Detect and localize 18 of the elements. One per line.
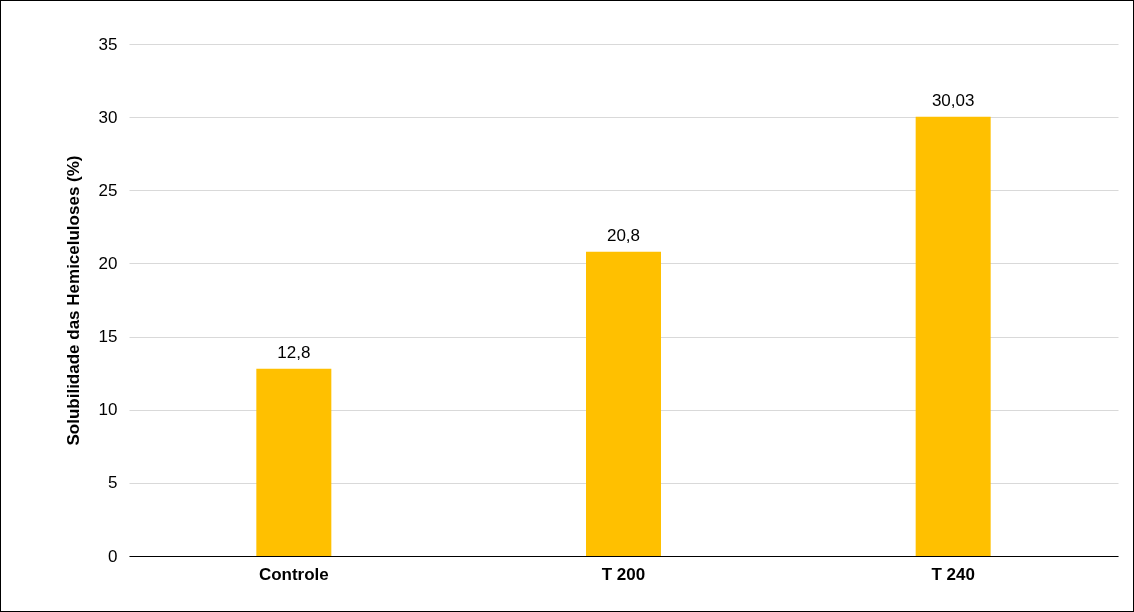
- y-tick-label: 25: [98, 180, 118, 200]
- data-label: 20,8: [606, 225, 641, 245]
- data-label: 30,03: [931, 90, 975, 110]
- data-label: 12,8: [277, 342, 311, 362]
- x-tick-label: Controle: [258, 564, 329, 584]
- bar: [586, 251, 661, 556]
- y-tick-label: 10: [98, 400, 118, 420]
- y-tick-label: 35: [98, 34, 118, 54]
- y-axis-title: Solubilidade das Hemiceluloses (%): [63, 155, 83, 446]
- x-tick-label: T 240: [931, 564, 975, 584]
- bar: [256, 368, 332, 556]
- y-tick-label: 30: [98, 107, 118, 127]
- y-tick-label: 15: [98, 327, 118, 347]
- y-tick-label: 20: [98, 253, 118, 273]
- y-tick-label: 0: [108, 546, 118, 566]
- x-tick-label: T 200: [601, 564, 646, 584]
- y-tick-label: 5: [108, 473, 118, 493]
- bar: [915, 116, 991, 556]
